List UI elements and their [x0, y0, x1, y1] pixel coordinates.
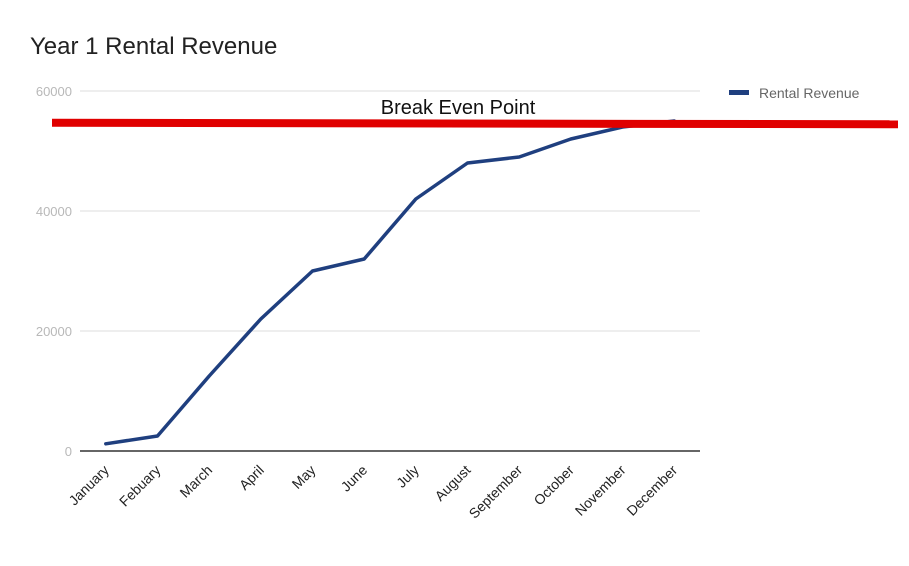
x-tick-label: September	[466, 462, 526, 522]
x-tick-label: July	[393, 462, 422, 491]
x-tick-label: December	[623, 462, 680, 519]
y-tick-label: 0	[65, 444, 72, 459]
x-tick-label: March	[176, 462, 215, 501]
legend-swatch	[729, 90, 749, 95]
y-tick-label: 40000	[36, 204, 72, 219]
break-even-label: Break Even Point	[381, 97, 536, 119]
series-group	[104, 119, 676, 446]
x-tick-label: April	[236, 462, 267, 493]
chart-title: Year 1 Rental Revenue	[30, 33, 277, 60]
x-axis-ticks: January Febuary March April May June July Augus…	[65, 462, 680, 522]
x-tick-label: June	[338, 462, 371, 495]
legend: Rental Revenue	[729, 85, 860, 101]
y-tick-label: 20000	[36, 324, 72, 339]
y-axis-ticks: 0 20000 40000 60000	[36, 84, 72, 459]
break-even-line-group: Break Even Point	[51, 97, 899, 129]
x-tick-label: January	[65, 462, 112, 509]
y-tick-label: 60000	[36, 84, 72, 99]
gridlines	[80, 90, 700, 332]
series-line-rental-revenue	[104, 119, 676, 446]
x-tick-label: October	[530, 462, 577, 509]
x-tick-label: November	[572, 462, 629, 519]
legend-label: Rental Revenue	[759, 85, 860, 101]
x-tick-label: Febuary	[116, 462, 164, 510]
break-even-line	[51, 118, 899, 129]
x-tick-label: May	[289, 462, 319, 492]
x-tick-label: August	[431, 462, 473, 504]
